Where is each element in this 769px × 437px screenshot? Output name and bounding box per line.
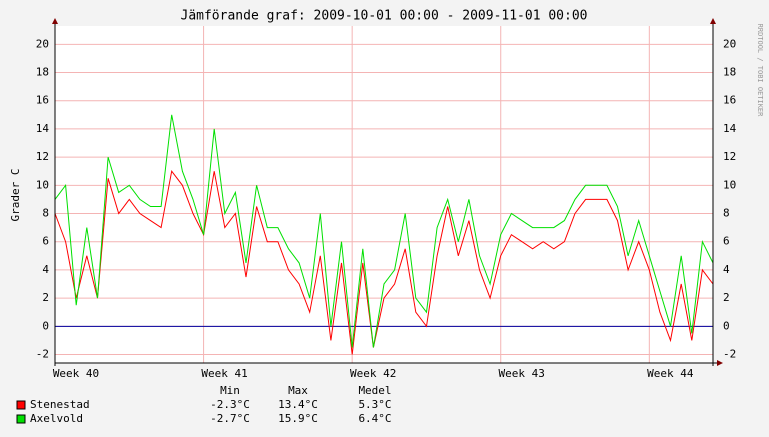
legend-stat: 15.9°C (278, 412, 318, 425)
y2-tick-label: 0 (723, 319, 730, 332)
legend-stat: 5.3°C (358, 398, 391, 411)
y2-tick-label: 12 (723, 150, 736, 163)
y-axis-label: Grader C (9, 169, 22, 222)
y-tick-label: 14 (36, 122, 50, 135)
y-tick-label: 2 (42, 291, 49, 304)
x-tick-label: Week 41 (201, 367, 247, 380)
legend-label: Stenestad (30, 398, 90, 411)
legend-header: Max (288, 384, 308, 397)
y2-tick-label: 2 (723, 291, 730, 304)
y-tick-label: 4 (42, 263, 49, 276)
y-tick-label: 8 (42, 207, 49, 220)
y2-tick-label: -2 (723, 348, 736, 361)
legend-header: Medel (358, 384, 391, 397)
series-line (54, 114, 714, 348)
legend-stat: -2.7°C (210, 412, 250, 425)
y2-tick-label: 20 (723, 37, 736, 50)
legend-stat: 13.4°C (278, 398, 318, 411)
y-tick-label: 16 (36, 94, 49, 107)
x-tick-label: Week 42 (350, 367, 396, 380)
series-line (54, 169, 714, 355)
chart-title: Jämförande graf: 2009-10-01 00:00 - 2009… (181, 9, 588, 24)
y2-tick-label: 4 (723, 263, 730, 276)
x-tick-label: Week 40 (53, 367, 99, 380)
arrow (717, 360, 723, 366)
y-tick-label: 10 (36, 178, 49, 191)
y-tick-label: 0 (42, 319, 49, 332)
y2-tick-label: 18 (723, 66, 736, 79)
plot-area (55, 26, 713, 363)
x-tick-label: Week 43 (499, 367, 545, 380)
legend-stat: -2.3°C (210, 398, 250, 411)
y2-tick-label: 8 (723, 207, 730, 220)
y2-tick-label: 6 (723, 235, 730, 248)
watermark: RRDTOOL / TOBI OETIKER (756, 24, 764, 118)
y2-tick-label: 14 (723, 122, 737, 135)
y-tick-label: 18 (36, 66, 49, 79)
y2-tick-label: 16 (723, 94, 736, 107)
x-tick-label: Week 44 (647, 367, 694, 380)
legend-label: Axelvold (30, 412, 83, 425)
y-tick-label: -2 (36, 348, 49, 361)
legend-swatch (16, 400, 26, 410)
y-tick-label: 12 (36, 150, 49, 163)
legend-header: Min (220, 384, 240, 397)
arrow (710, 18, 716, 24)
y-tick-label: 20 (36, 37, 49, 50)
y2-tick-label: 10 (723, 178, 736, 191)
y-tick-label: 6 (42, 235, 49, 248)
arrow (52, 18, 58, 24)
legend-stat: 6.4°C (358, 412, 391, 425)
legend-swatch (16, 414, 26, 424)
